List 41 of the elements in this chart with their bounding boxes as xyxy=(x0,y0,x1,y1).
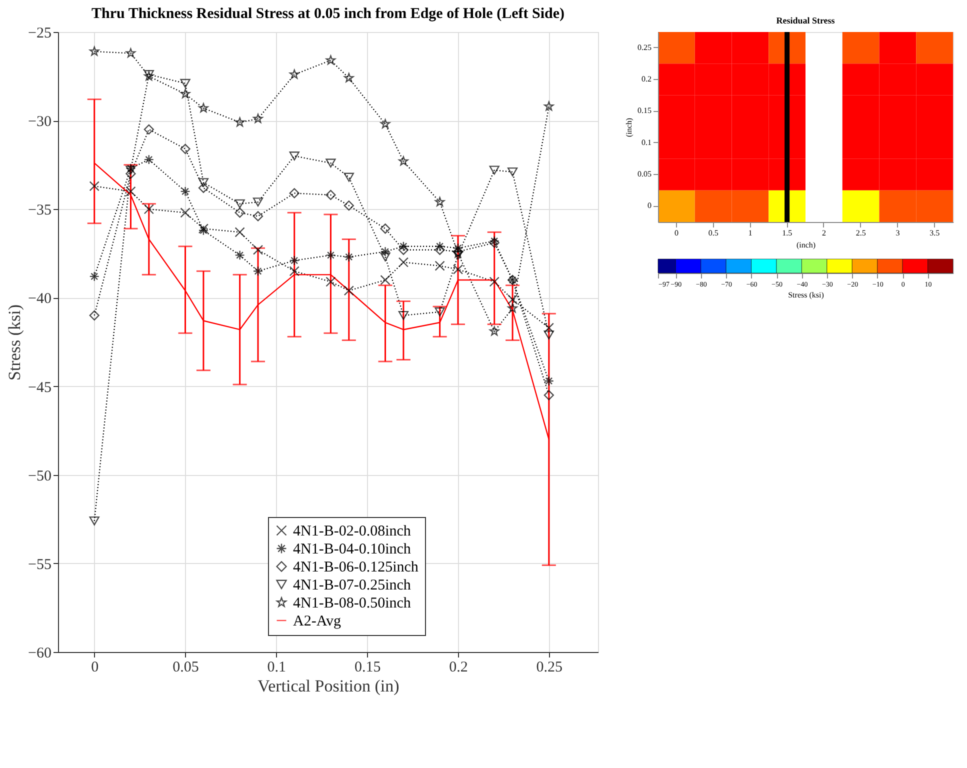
y-tick-label: 0.25 xyxy=(638,42,652,52)
x-tick-label: 0.2 xyxy=(449,660,468,676)
legend-label: 4N1-B-04-0.10inch xyxy=(293,542,412,558)
x-tick-label: 0 xyxy=(91,660,99,676)
x-tick-label: 2.5 xyxy=(856,228,866,238)
y-tick-label: −50 xyxy=(28,468,52,484)
y-tick-label: −40 xyxy=(28,291,52,308)
chart-title: Thru Thickness Residual Stress at 0.05 inch from Edge of Hole (Left Side) xyxy=(92,6,564,22)
x-tick-label: 1.5 xyxy=(782,228,792,238)
legend-label: 4N1-B-06-0.125inch xyxy=(293,560,419,576)
y-tick-label: 0 xyxy=(648,201,652,210)
x-tick-label: 2 xyxy=(822,228,826,238)
y-tick-label: −55 xyxy=(28,556,52,573)
legend-label: 4N1-B-07-0.25inch xyxy=(293,578,412,594)
x-tick-label: 1 xyxy=(748,228,752,238)
x-tick-label: 3.5 xyxy=(930,228,940,238)
x-tick-label: 0 xyxy=(674,228,678,238)
x-tick-label: 0.25 xyxy=(536,660,563,676)
y-axis-title: Stress (ksi) xyxy=(5,304,24,381)
x-tick-label: 3 xyxy=(896,228,900,238)
y-tick-label: 0.05 xyxy=(638,170,652,178)
x-tick-label: 0.15 xyxy=(354,660,381,676)
x-axis-title: (inch) xyxy=(796,240,816,250)
x-tick-label: 0.5 xyxy=(708,228,718,238)
y-tick-label: 0.15 xyxy=(638,106,652,116)
x-tick-label: 0.1 xyxy=(267,660,286,676)
y-tick-label: −35 xyxy=(28,202,52,219)
chart-title: Residual Stress xyxy=(776,16,836,26)
y-tick-label: −60 xyxy=(28,646,52,662)
y-tick-label: −45 xyxy=(28,380,52,396)
y-tick-label: −25 xyxy=(28,26,52,42)
legend-label: 4N1-B-08-0.50inch xyxy=(293,596,412,612)
x-axis-title: Vertical Position (in) xyxy=(258,676,400,696)
y-tick-label: 0.1 xyxy=(642,138,652,147)
y-axis-title: (inch) xyxy=(624,118,634,138)
legend-label: A2-Avg xyxy=(293,614,342,630)
legend-label: 4N1-B-02-0.08inch xyxy=(293,524,412,540)
color-bar-title: Stress (ksi) xyxy=(788,290,824,300)
y-tick-label: −30 xyxy=(28,114,52,130)
x-tick-label: 0.05 xyxy=(172,660,199,676)
y-tick-label: 0.2 xyxy=(642,74,652,84)
